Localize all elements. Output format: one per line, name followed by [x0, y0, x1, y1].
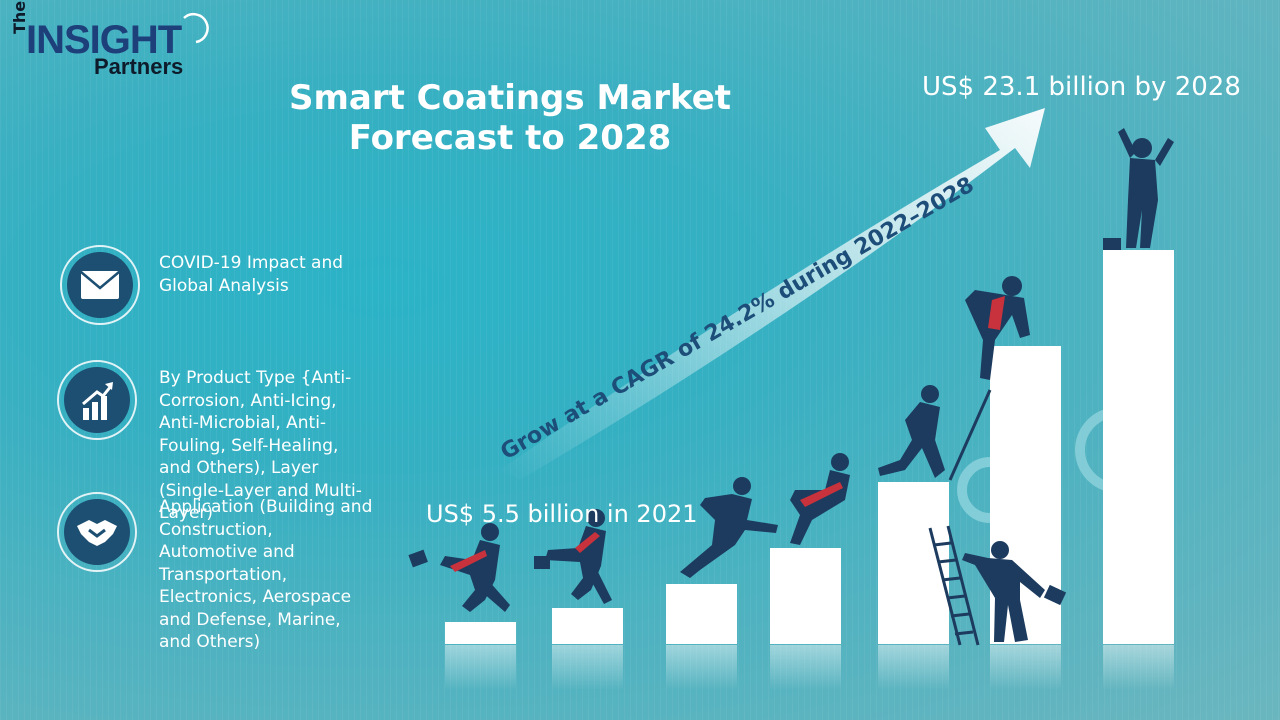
- brand-logo: The INSIGHT Partners: [6, 1, 216, 80]
- growth-chart-icon: [82, 382, 113, 420]
- handshake-icon: [77, 520, 117, 546]
- title-line-1: Smart Coatings Market: [288, 78, 732, 118]
- bar-4: [770, 548, 841, 644]
- page-title: Smart Coatings Market Forecast to 2028: [250, 78, 770, 158]
- bullet-2-text: By Product Type {Anti-Corrosion, Anti-Ic…: [159, 368, 362, 523]
- bar-7: [1103, 250, 1174, 644]
- logo-partners-text: Partners: [94, 54, 184, 79]
- forecast-value-2028: US$ 23.1 billion by 2028: [922, 72, 1241, 102]
- bar-5: [878, 482, 949, 644]
- bullet-3-text: Application (Building and Construction, …: [159, 497, 373, 652]
- bar-3: [666, 584, 737, 644]
- title-line-2: Forecast to 2028: [348, 118, 672, 158]
- logo-insight-text: INSIGHT: [26, 18, 182, 62]
- bullet-1-badge: [60, 245, 140, 325]
- bar-1: [445, 622, 516, 644]
- envelope-icon: [80, 271, 120, 299]
- bullet-1-text: COVID-19 Impact and Global Analysis: [159, 253, 344, 296]
- ladder-icon: [928, 525, 980, 646]
- market-value-2021: US$ 5.5 billion in 2021: [426, 500, 698, 528]
- logo-arc-icon: [183, 13, 209, 44]
- bullet-2-badge: [57, 360, 137, 440]
- business-people-illustration: [408, 128, 1174, 642]
- bar-2: [552, 608, 623, 644]
- bullet-3-badge: [57, 492, 137, 572]
